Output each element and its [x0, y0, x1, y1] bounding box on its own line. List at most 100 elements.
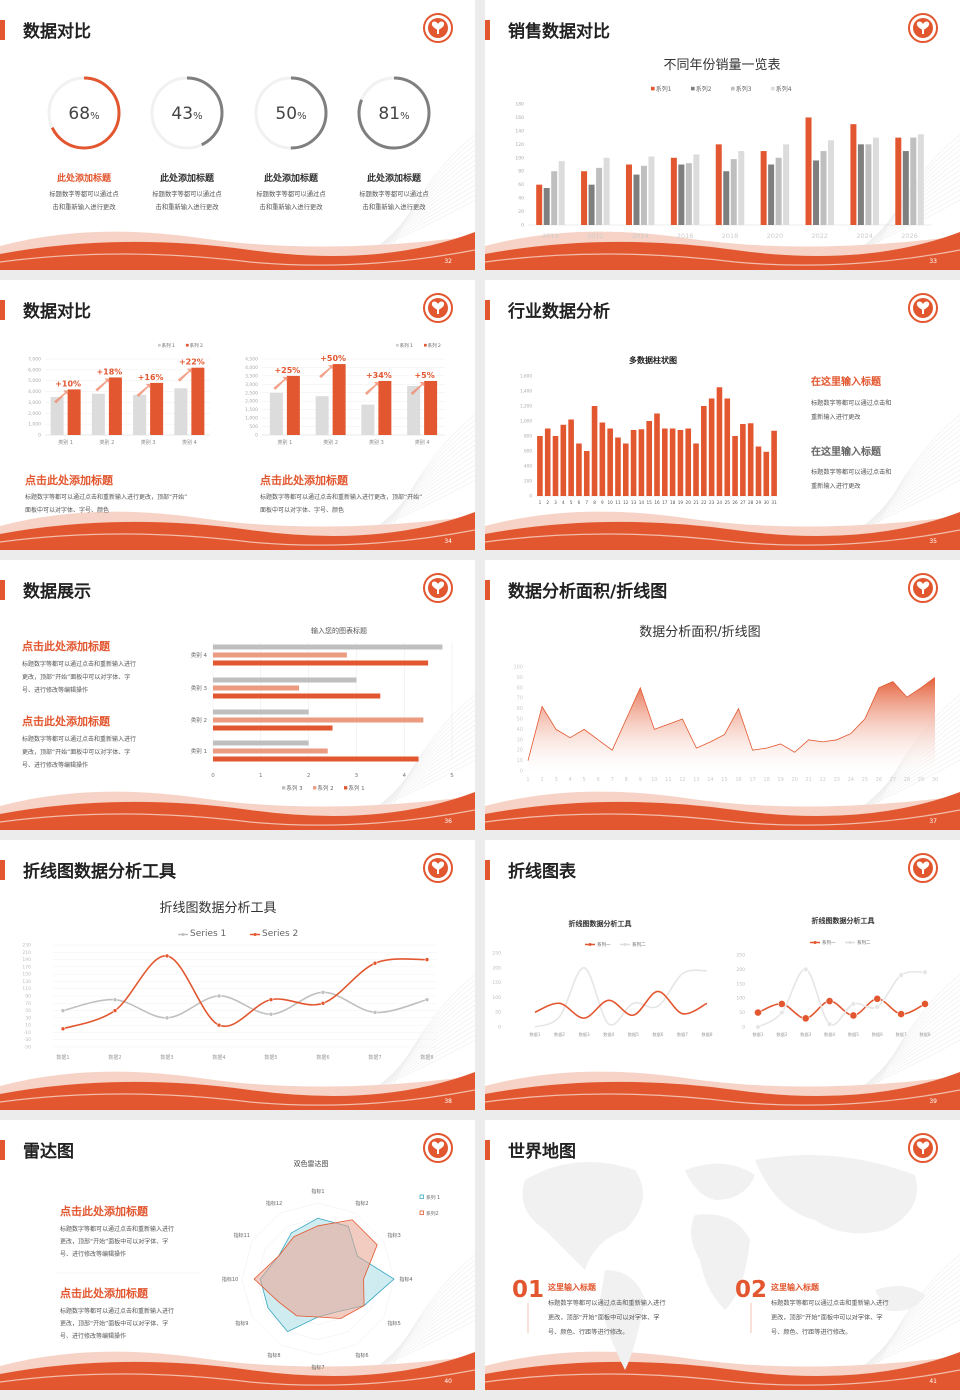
bar	[213, 717, 424, 723]
logo-stem	[922, 588, 924, 594]
logo-stem	[437, 1148, 439, 1154]
bar	[638, 429, 645, 496]
bar	[91, 393, 105, 435]
data-point	[754, 1008, 762, 1017]
logo-emblem-icon	[423, 1133, 453, 1163]
x-tick-label: 18	[670, 500, 676, 505]
x-tick-label: 2020	[767, 232, 784, 240]
ring-description: 击和重新输入进行更改	[53, 202, 117, 211]
growth-annotation: +22%	[179, 358, 205, 367]
logo-stem	[437, 868, 439, 874]
growth-annotation: +34%	[366, 371, 392, 380]
slide-40[interactable]: 雷达图 40 双色雷达图 指标1 指标2 指标3 指标4 指标5 指标6 指标7 指标8 指标9 指标1…	[0, 1120, 475, 1390]
ring-description: 标题数字等都可以通过点	[256, 189, 325, 198]
data-point	[801, 1014, 810, 1023]
x-tick-label: 3	[554, 777, 557, 783]
y-tick-label: 10	[25, 1023, 31, 1029]
x-tick-label: 25	[862, 777, 868, 783]
bar	[646, 421, 652, 496]
y-tick-label: 500	[249, 424, 258, 430]
bar	[583, 451, 590, 496]
bar	[828, 140, 835, 225]
y-category-label: 类别 1	[191, 747, 207, 755]
y-tick-label: 0	[520, 769, 523, 775]
x-tick-label: 31	[771, 500, 777, 505]
series-line	[534, 967, 708, 1028]
slide-33[interactable]: 销售数据对比 33 不同年份销量一览表 系列1 系列2 系列3 系列4 0 20 40 60 80 10…	[485, 0, 960, 270]
wave-highlight	[485, 1369, 960, 1386]
ring-unit: %	[297, 111, 307, 122]
title-accent-bar	[485, 300, 490, 320]
wave-highlight	[0, 1089, 475, 1106]
bar	[213, 756, 419, 762]
block-heading: 在这里输入标题	[811, 375, 882, 388]
x-tick-label: 21	[693, 500, 699, 505]
y-tick-label: 120	[515, 142, 524, 148]
x-tick-label: 19	[678, 500, 684, 505]
wave-accent	[485, 1352, 960, 1390]
page-number: 35	[929, 538, 937, 545]
bar	[716, 387, 723, 496]
y-tick-label: 200	[736, 967, 745, 973]
y-tick-label: 250	[736, 953, 745, 959]
wave-accent	[0, 792, 475, 830]
logo-emblem-icon	[423, 13, 453, 43]
y-tick-label: 150	[22, 972, 31, 978]
slide-37[interactable]: 数据分析面积/折线图 37 数据分析面积/折线图 0 10 20 30 40 50 60 70 80 9…	[485, 560, 960, 830]
page-number: 32	[444, 258, 452, 265]
y-tick-label: 4,000	[245, 365, 258, 371]
slide-41[interactable]: 世界地图 41 01 这里输入标题 标题数字等都可以通过点击和重新输入进行 更改，顶部“开…	[485, 1120, 960, 1390]
wave-highlight	[0, 249, 475, 266]
y-tick-label: 0	[521, 223, 524, 229]
bar	[603, 157, 610, 225]
heart-icon	[916, 581, 930, 590]
slide-32[interactable]: 数据对比 32 68% 此处添加标题 标题数字等都可以通过点 击和重新输入进行更改 43% 此…	[0, 0, 475, 270]
x-tick-label: 1	[539, 500, 542, 505]
ring-progress	[254, 76, 328, 150]
x-tick-label: 类别 1	[58, 439, 73, 446]
slide-39[interactable]: 折线图表 39 折线图数据分析工具 折线图数据分析工具 系列一 系列二 系列一 系列二 0 50 1…	[485, 840, 960, 1110]
ring-heading: 此处添加标题	[367, 172, 422, 184]
bar	[213, 693, 381, 699]
bar	[552, 436, 559, 496]
block-description: 标题数字等都可以通过点击和重新输入进行更改，顶部“开始”	[25, 493, 187, 501]
x-tick-label: 26	[876, 777, 882, 783]
slide-34[interactable]: 数据对比 34 0 1,000 2,000 3,000 4,000 5,000 6,000 7,0…	[0, 280, 475, 550]
bar	[708, 398, 715, 496]
slide-38[interactable]: 折线图数据分析工具 38 折线图数据分析工具 Series 1 Series 2 -50-…	[0, 840, 475, 1110]
slide-36[interactable]: 数据展示 36 0 1 2 3 4 5 类别 1 类别 2 类别 3 类别 4 输入您的图表标题 系列 3…	[0, 560, 475, 830]
bar	[685, 163, 692, 225]
x-tick-label: 12	[679, 777, 685, 783]
block-description: 标题数字等都可以通过点击和重新输入进行	[22, 735, 136, 743]
x-tick-label: 26	[732, 500, 738, 505]
bar	[378, 380, 392, 435]
ring-value: 43%	[171, 104, 202, 124]
data-point	[164, 953, 170, 959]
title-accent-bar	[0, 580, 5, 600]
y-tick-label: 60	[517, 706, 523, 712]
bar	[213, 709, 309, 715]
bar	[67, 389, 81, 435]
logo-stem	[437, 28, 439, 34]
bar	[150, 382, 164, 435]
slide-35[interactable]: 行业数据分析 35 多数据柱状图 0 200 400 600 800 1,000 1,200 1,4…	[485, 280, 960, 550]
bar	[269, 392, 283, 435]
slide-title: 数据对比	[23, 21, 91, 42]
data-point	[216, 1022, 222, 1028]
legend-swatch	[313, 786, 317, 790]
x-tick-label: 8	[625, 777, 628, 783]
chart-8: 0 50 100 150 200 250 数据1 数据2 数据3 数据4 数据5 数据6 数据7 数据8	[736, 953, 930, 1039]
y-tick-label: 0	[498, 1025, 501, 1031]
data-point	[60, 1008, 66, 1013]
growth-arrow-icon	[54, 390, 69, 404]
x-tick-label: 数据1	[529, 1031, 540, 1038]
x-tick-label: 类别 4	[415, 439, 430, 446]
block-description: 标题数字等都可以通过点击和重新输入进行更改，顶部“开始”	[260, 493, 422, 501]
x-tick-label: 类别 3	[369, 439, 384, 446]
bar	[599, 422, 606, 496]
legend-label: 系列1	[656, 85, 672, 93]
x-tick-label: 数据5	[628, 1031, 639, 1038]
x-tick-label: 24	[848, 777, 854, 783]
